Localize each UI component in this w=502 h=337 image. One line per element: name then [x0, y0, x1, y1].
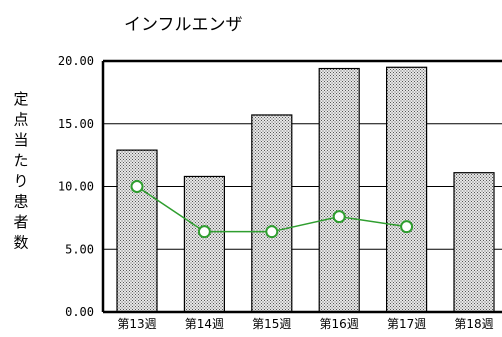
x-tick-label: 第14週 — [185, 317, 224, 331]
bar — [453, 172, 495, 313]
line-series — [130, 180, 414, 239]
data-point — [197, 225, 211, 239]
y-axis-label-char: 点 — [13, 111, 28, 129]
chart-title: インフルエンザ — [124, 15, 243, 35]
data-point — [400, 220, 414, 234]
bar — [251, 114, 293, 313]
bars — [116, 66, 495, 313]
y-tick-label: 10.00 — [58, 180, 94, 194]
grid-lines — [103, 123, 502, 250]
x-tick-label: 第15週 — [252, 317, 291, 331]
y-axis-label-char: り — [13, 172, 28, 190]
y-tick-label: 15.00 — [58, 117, 94, 131]
data-point — [332, 210, 346, 224]
y-axis-label-char: 数 — [13, 234, 28, 252]
y-tick-label: 0.00 — [65, 305, 94, 319]
x-tick-label: 第13週 — [117, 317, 156, 331]
bar — [386, 66, 428, 313]
y-tick-label: 5.00 — [65, 242, 94, 256]
y-axis-label-char: た — [13, 152, 28, 170]
y-axis-label-char: 患 — [13, 193, 28, 211]
bar — [318, 67, 360, 313]
data-point — [265, 225, 279, 239]
y-tick-labels: 0.00 5.00 10.00 15.00 20.00 — [58, 54, 94, 319]
x-tick-labels: 第13週 第14週 第15週 第16週 第17週 第18週 — [117, 317, 493, 331]
y-axis-label-char: 当 — [13, 131, 28, 149]
y-axis-label-char: 者 — [13, 213, 28, 231]
x-tick-label: 第17週 — [387, 317, 426, 331]
plot-frame — [101, 59, 502, 314]
data-point — [130, 180, 144, 193]
bar — [183, 175, 225, 313]
bar — [116, 149, 158, 313]
x-tick-label: 第16週 — [320, 317, 359, 331]
y-tick-label: 20.00 — [58, 54, 94, 68]
x-tick-label: 第18週 — [454, 317, 493, 331]
y-axis-label-char: 定 — [13, 90, 28, 108]
